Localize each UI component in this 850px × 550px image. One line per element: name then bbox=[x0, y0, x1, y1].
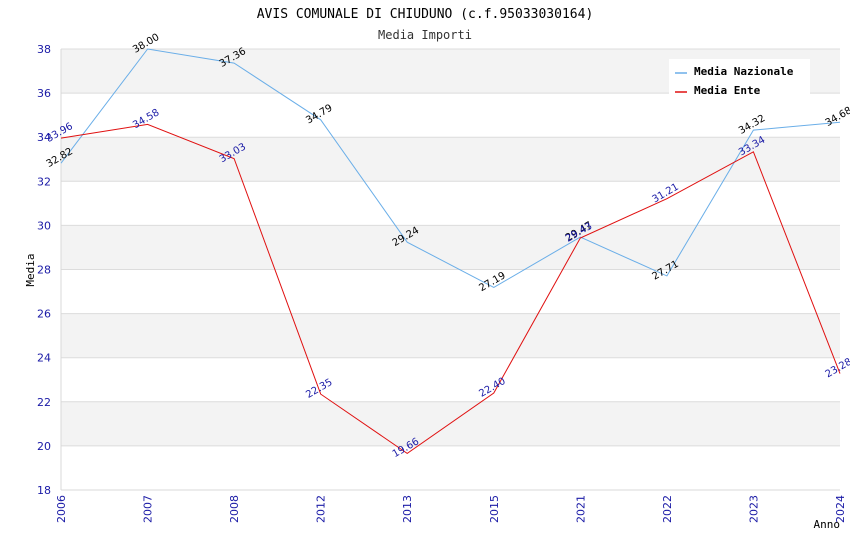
x-tick-label: 2023 bbox=[747, 495, 760, 523]
y-tick-labels: 18 20 22 24 26 28 30 32 34 36 38 bbox=[37, 43, 51, 497]
x-tick-label: 2008 bbox=[228, 495, 241, 523]
y-tick-label: 26 bbox=[37, 308, 51, 321]
x-tick-label: 2021 bbox=[574, 495, 587, 523]
x-tick-label: 2015 bbox=[488, 495, 501, 523]
background-band bbox=[61, 137, 840, 182]
background-band bbox=[61, 445, 840, 490]
legend-label-media-ente: Media Ente bbox=[694, 84, 761, 97]
background-band bbox=[61, 93, 840, 138]
y-tick-label: 38 bbox=[37, 43, 51, 56]
series-line-media-nazionale bbox=[60, 48, 841, 288]
legend: Media Nazionale Media Ente bbox=[669, 59, 810, 97]
legend-label-media-nazionale: Media Nazionale bbox=[694, 65, 794, 78]
series-lines bbox=[60, 48, 841, 455]
x-tick-label: 2012 bbox=[315, 495, 328, 523]
x-tick-label: 2006 bbox=[55, 495, 68, 523]
background-band bbox=[61, 225, 840, 270]
background-bands bbox=[61, 49, 840, 490]
y-tick-label: 30 bbox=[37, 219, 51, 232]
y-tick-label: 22 bbox=[37, 396, 51, 409]
background-band bbox=[61, 269, 840, 314]
x-tick-label: 2024 bbox=[834, 495, 847, 523]
background-band bbox=[61, 357, 840, 402]
series-line-media-ente bbox=[60, 123, 841, 455]
y-tick-label: 18 bbox=[37, 484, 51, 497]
y-tick-label: 24 bbox=[37, 352, 51, 365]
background-band bbox=[61, 181, 840, 226]
x-axis-title: Anno bbox=[814, 518, 841, 531]
background-band bbox=[61, 313, 840, 358]
background-band bbox=[61, 401, 840, 446]
y-tick-label: 34 bbox=[37, 131, 51, 144]
y-tick-label: 36 bbox=[37, 87, 51, 100]
y-tick-label: 28 bbox=[37, 264, 51, 277]
x-tick-label: 2007 bbox=[142, 495, 155, 523]
y-axis-title: Media bbox=[24, 253, 37, 286]
y-tick-label: 20 bbox=[37, 440, 51, 453]
y-tick-label: 32 bbox=[37, 175, 51, 188]
chart-title: AVIS COMUNALE DI CHIUDUNO (c.f.950330301… bbox=[257, 7, 594, 22]
x-tick-label: 2013 bbox=[401, 495, 414, 523]
chart-subtitle: Media Importi bbox=[378, 28, 472, 42]
x-tick-labels: 2006 2007 2008 2012 2013 2015 2021 2022 2023 2024 bbox=[55, 495, 847, 523]
legend-box bbox=[669, 59, 810, 97]
x-tick-label: 2022 bbox=[661, 495, 674, 523]
